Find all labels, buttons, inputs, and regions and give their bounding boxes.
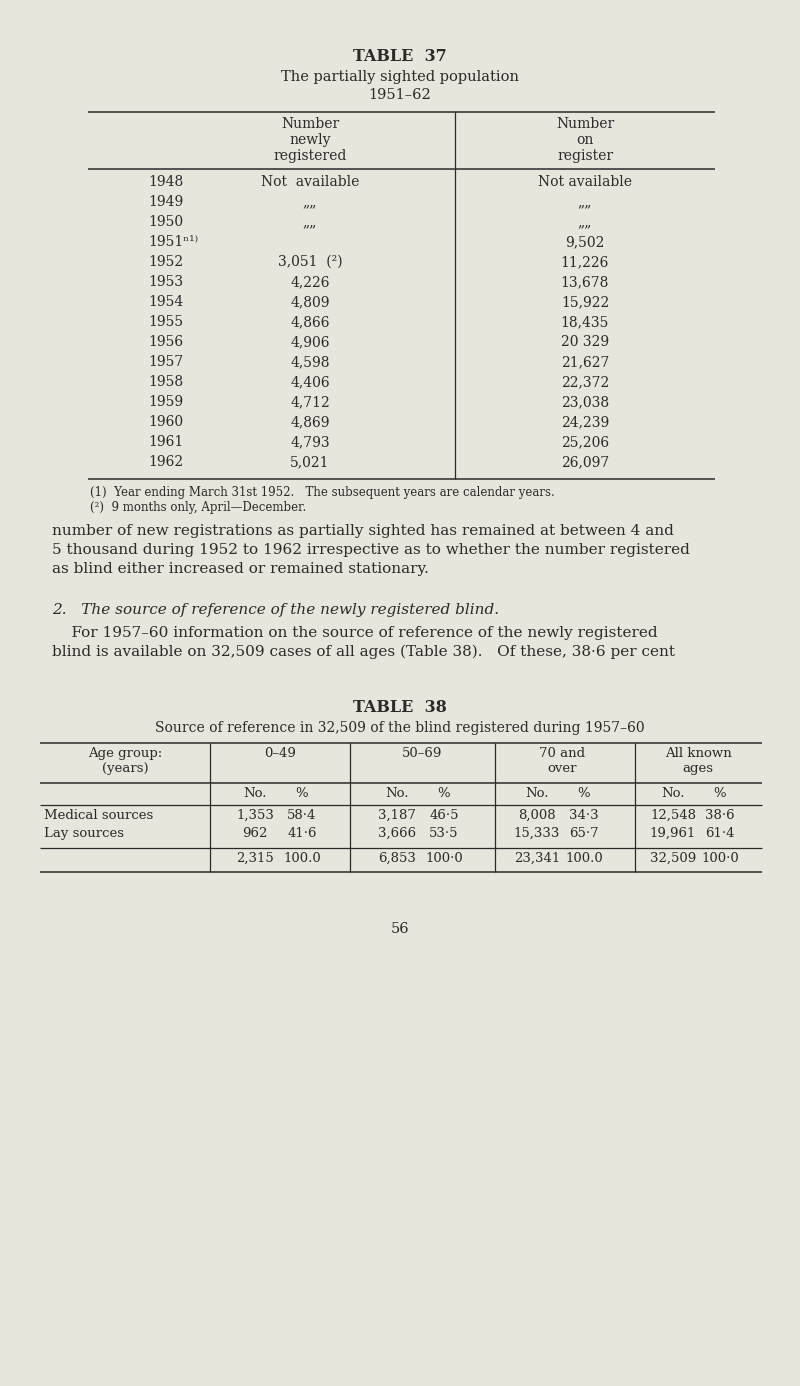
Text: 19,961: 19,961 — [650, 827, 696, 840]
Text: 24,239: 24,239 — [561, 414, 609, 430]
Text: 4,869: 4,869 — [290, 414, 330, 430]
Text: 13,678: 13,678 — [561, 274, 609, 290]
Text: 4,809: 4,809 — [290, 295, 330, 309]
Text: No.: No. — [243, 787, 266, 800]
Text: Medical sources: Medical sources — [44, 809, 154, 822]
Text: No.: No. — [662, 787, 685, 800]
Text: TABLE  38: TABLE 38 — [353, 699, 447, 717]
Text: 3,051  (²): 3,051 (²) — [278, 255, 342, 269]
Text: 1958: 1958 — [148, 376, 183, 389]
Text: %: % — [438, 787, 450, 800]
Text: %: % — [714, 787, 726, 800]
Text: 50–69: 50–69 — [402, 747, 442, 760]
Text: 11,226: 11,226 — [561, 255, 609, 269]
Text: 100·0: 100·0 — [425, 852, 463, 865]
Text: as blind either increased or remained stationary.: as blind either increased or remained st… — [52, 561, 429, 577]
Text: 100·0: 100·0 — [701, 852, 739, 865]
Text: 70 and
over: 70 and over — [539, 747, 585, 775]
Text: 2,315: 2,315 — [236, 852, 274, 865]
Text: 1959: 1959 — [148, 395, 183, 409]
Text: Not  available: Not available — [261, 175, 359, 188]
Text: 8,008: 8,008 — [518, 809, 556, 822]
Text: 38·6: 38·6 — [705, 809, 735, 822]
Text: „„: „„ — [302, 215, 318, 229]
Text: 1951ⁿ¹⁾: 1951ⁿ¹⁾ — [148, 236, 198, 249]
Text: 46·5: 46·5 — [430, 809, 458, 822]
Text: 23,341: 23,341 — [514, 852, 560, 865]
Text: 12,548: 12,548 — [650, 809, 696, 822]
Text: No.: No. — [386, 787, 409, 800]
Text: 25,206: 25,206 — [561, 435, 609, 449]
Text: For 1957–60 information on the source of reference of the newly registered: For 1957–60 information on the source of… — [52, 626, 658, 640]
Text: 4,906: 4,906 — [290, 335, 330, 349]
Text: 58·4: 58·4 — [287, 809, 317, 822]
Text: 1951–62: 1951–62 — [369, 87, 431, 103]
Text: %: % — [578, 787, 590, 800]
Text: %: % — [296, 787, 308, 800]
Text: 0–49: 0–49 — [264, 747, 296, 760]
Text: 26,097: 26,097 — [561, 455, 609, 468]
Text: 4,793: 4,793 — [290, 435, 330, 449]
Text: 1955: 1955 — [148, 315, 183, 328]
Text: number of new registrations as partially sighted has remained at between 4 and: number of new registrations as partially… — [52, 524, 674, 538]
Text: TABLE  37: TABLE 37 — [353, 49, 447, 65]
Text: 1948: 1948 — [148, 175, 183, 188]
Text: Number
on
register: Number on register — [556, 116, 614, 164]
Text: 21,627: 21,627 — [561, 355, 609, 369]
Text: The partially sighted population: The partially sighted population — [281, 71, 519, 85]
Text: 41·6: 41·6 — [287, 827, 317, 840]
Text: All known
ages: All known ages — [665, 747, 731, 775]
Text: 23,038: 23,038 — [561, 395, 609, 409]
Text: 1950: 1950 — [148, 215, 183, 229]
Text: 56: 56 — [390, 922, 410, 936]
Text: 2.   The source of reference of the newly registered blind.: 2. The source of reference of the newly … — [52, 603, 499, 617]
Text: 4,866: 4,866 — [290, 315, 330, 328]
Text: (1)  Year ending March 31st 1952.   The subsequent years are calendar years.: (1) Year ending March 31st 1952. The sub… — [90, 486, 554, 499]
Text: 1957: 1957 — [148, 355, 183, 369]
Text: Source of reference in 32,509 of the blind registered during 1957–60: Source of reference in 32,509 of the bli… — [155, 721, 645, 735]
Text: Not available: Not available — [538, 175, 632, 188]
Text: 32,509: 32,509 — [650, 852, 696, 865]
Text: „„: „„ — [302, 195, 318, 209]
Text: Age group:
(years): Age group: (years) — [88, 747, 162, 775]
Text: „„: „„ — [578, 195, 592, 209]
Text: (²)  9 months only, April—December.: (²) 9 months only, April—December. — [90, 500, 306, 514]
Text: 4,598: 4,598 — [290, 355, 330, 369]
Text: Lay sources: Lay sources — [44, 827, 124, 840]
Text: 3,666: 3,666 — [378, 827, 416, 840]
Text: 65·7: 65·7 — [569, 827, 599, 840]
Text: No.: No. — [526, 787, 549, 800]
Text: 53·5: 53·5 — [430, 827, 458, 840]
Text: 1,353: 1,353 — [236, 809, 274, 822]
Text: 1953: 1953 — [148, 274, 183, 290]
Text: 1960: 1960 — [148, 414, 183, 430]
Text: blind is available on 32,509 cases of all ages (Table 38).   Of these, 38·6 per : blind is available on 32,509 cases of al… — [52, 644, 675, 660]
Text: 20 329: 20 329 — [561, 335, 609, 349]
Text: 100.0: 100.0 — [565, 852, 603, 865]
Text: 1956: 1956 — [148, 335, 183, 349]
Text: 100.0: 100.0 — [283, 852, 321, 865]
Text: 22,372: 22,372 — [561, 376, 609, 389]
Text: 15,333: 15,333 — [514, 827, 560, 840]
Text: 9,502: 9,502 — [566, 236, 605, 249]
Text: 3,187: 3,187 — [378, 809, 416, 822]
Text: 1949: 1949 — [148, 195, 183, 209]
Text: 1961: 1961 — [148, 435, 183, 449]
Text: 15,922: 15,922 — [561, 295, 609, 309]
Text: 1952: 1952 — [148, 255, 183, 269]
Text: 4,226: 4,226 — [290, 274, 330, 290]
Text: 5,021: 5,021 — [290, 455, 330, 468]
Text: 61·4: 61·4 — [706, 827, 734, 840]
Text: 5 thousand during 1952 to 1962 irrespective as to whether the number registered: 5 thousand during 1952 to 1962 irrespect… — [52, 543, 690, 557]
Text: 1962: 1962 — [148, 455, 183, 468]
Text: 1954: 1954 — [148, 295, 183, 309]
Text: 34·3: 34·3 — [569, 809, 599, 822]
Text: 962: 962 — [242, 827, 268, 840]
Text: „„: „„ — [578, 215, 592, 229]
Text: 4,406: 4,406 — [290, 376, 330, 389]
Text: 18,435: 18,435 — [561, 315, 609, 328]
Text: Number
newly
registered: Number newly registered — [274, 116, 346, 164]
Text: 4,712: 4,712 — [290, 395, 330, 409]
Text: 6,853: 6,853 — [378, 852, 416, 865]
